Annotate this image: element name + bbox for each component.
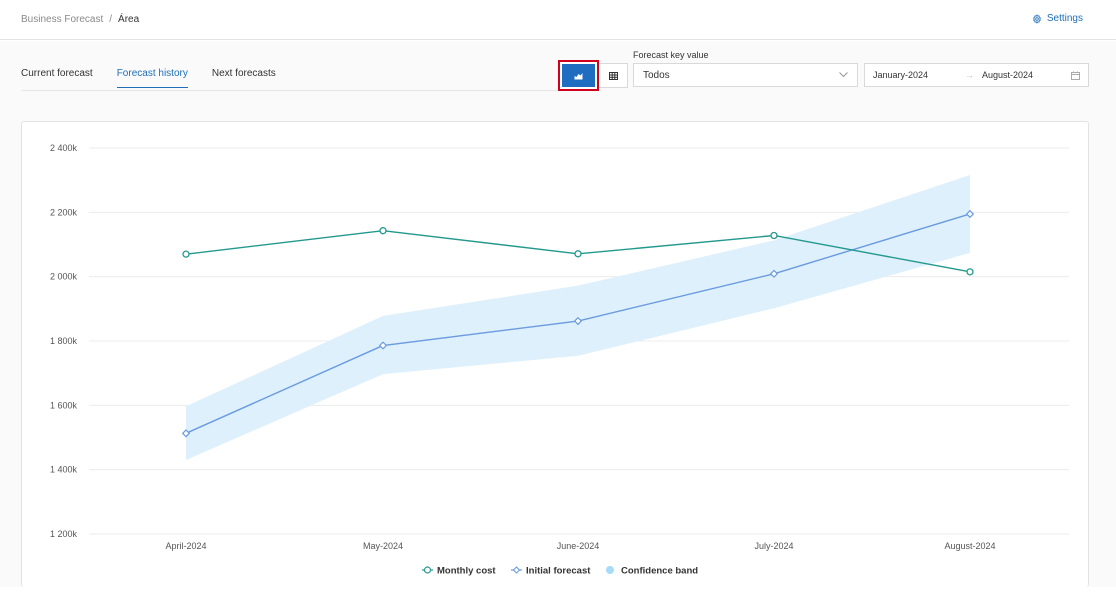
monthly-cost-point bbox=[379, 227, 387, 235]
y-tick-label: 1 600k bbox=[50, 400, 78, 410]
forecast-key-select[interactable]: Todos bbox=[633, 63, 858, 87]
legend-band-swatch bbox=[606, 566, 614, 574]
view-toggle bbox=[558, 60, 628, 91]
x-tick-label: August-2024 bbox=[944, 541, 995, 551]
gear-icon bbox=[1032, 13, 1041, 24]
legend-monthly-swatch bbox=[423, 566, 432, 574]
x-tick-label: May-2024 bbox=[363, 541, 403, 551]
initial-forecast-point bbox=[181, 429, 191, 438]
tab-current-forecast[interactable]: Current forecast bbox=[21, 68, 93, 79]
x-tick-label: July-2024 bbox=[754, 541, 793, 551]
breadcrumb-current: Área bbox=[118, 14, 140, 25]
y-tick-label: 2 200k bbox=[50, 207, 78, 217]
arrow-right-icon: → bbox=[965, 70, 974, 80]
calendar-icon[interactable] bbox=[1071, 71, 1080, 80]
x-tick-label: April-2024 bbox=[165, 541, 206, 551]
breadcrumb-separator: / bbox=[109, 14, 113, 25]
y-tick-label: 1 400k bbox=[50, 465, 78, 475]
table-icon bbox=[608, 71, 618, 80]
chart-view-button[interactable] bbox=[558, 60, 599, 91]
initial-forecast-point bbox=[769, 269, 779, 278]
chart-card: 1 200k 1 400k 1 600k 1 800k 2 000k 2 200k 2 40… bbox=[21, 121, 1089, 587]
table-view-button[interactable] bbox=[599, 63, 628, 88]
settings-link[interactable]: Settings bbox=[1032, 13, 1083, 24]
legend-initial-swatch bbox=[512, 566, 521, 574]
tab-forecast-history[interactable]: Forecast history bbox=[116, 68, 188, 88]
monthly-cost-point bbox=[770, 231, 778, 240]
tab-next-forecasts[interactable]: Next forecasts bbox=[211, 68, 276, 79]
tab-bar: Current forecast Forecast history Next f… bbox=[21, 68, 276, 88]
initial-forecast-point bbox=[378, 341, 388, 350]
area-chart-icon bbox=[574, 72, 583, 79]
forecast-key-value: Todos bbox=[643, 69, 670, 81]
forecast-history-chart: 1 200k 1 400k 1 600k 1 800k 2 000k 2 200k 2 40… bbox=[50, 143, 1069, 577]
breadcrumb-parent[interactable]: Business Forecast bbox=[21, 14, 104, 25]
monthly-cost-point bbox=[966, 268, 974, 276]
y-tick-label: 1 800k bbox=[50, 336, 78, 346]
forecast-key-label: Forecast key value bbox=[633, 50, 709, 60]
date-to[interactable]: August-2024 bbox=[982, 70, 1034, 80]
chart-legend: Monthly cost Initial forecast Confidence b… bbox=[422, 566, 698, 577]
initial-forecast-point bbox=[965, 209, 975, 219]
x-tick-label: June-2024 bbox=[557, 541, 600, 551]
y-tick-label: 1 200k bbox=[50, 529, 78, 539]
legend-monthly-label: Monthly cost bbox=[437, 566, 496, 577]
monthly-cost-point bbox=[574, 250, 582, 258]
legend-band-label: Confidence band bbox=[621, 566, 698, 577]
initial-forecast-point bbox=[573, 316, 583, 326]
top-bar: Business Forecast / Área Settings bbox=[0, 0, 1116, 40]
date-from[interactable]: January-2024 bbox=[873, 70, 929, 80]
monthly-cost-point bbox=[182, 250, 190, 258]
legend-initial-label: Initial forecast bbox=[526, 566, 591, 577]
y-tick-label: 2 400k bbox=[50, 143, 78, 153]
y-tick-label: 2 000k bbox=[50, 272, 78, 282]
chevron-down-icon bbox=[839, 72, 848, 78]
settings-label: Settings bbox=[1046, 13, 1083, 24]
breadcrumb: Business Forecast / Área bbox=[21, 14, 139, 25]
date-range-picker[interactable]: January-2024 → August-2024 bbox=[864, 63, 1089, 87]
tabs-divider bbox=[21, 90, 561, 91]
